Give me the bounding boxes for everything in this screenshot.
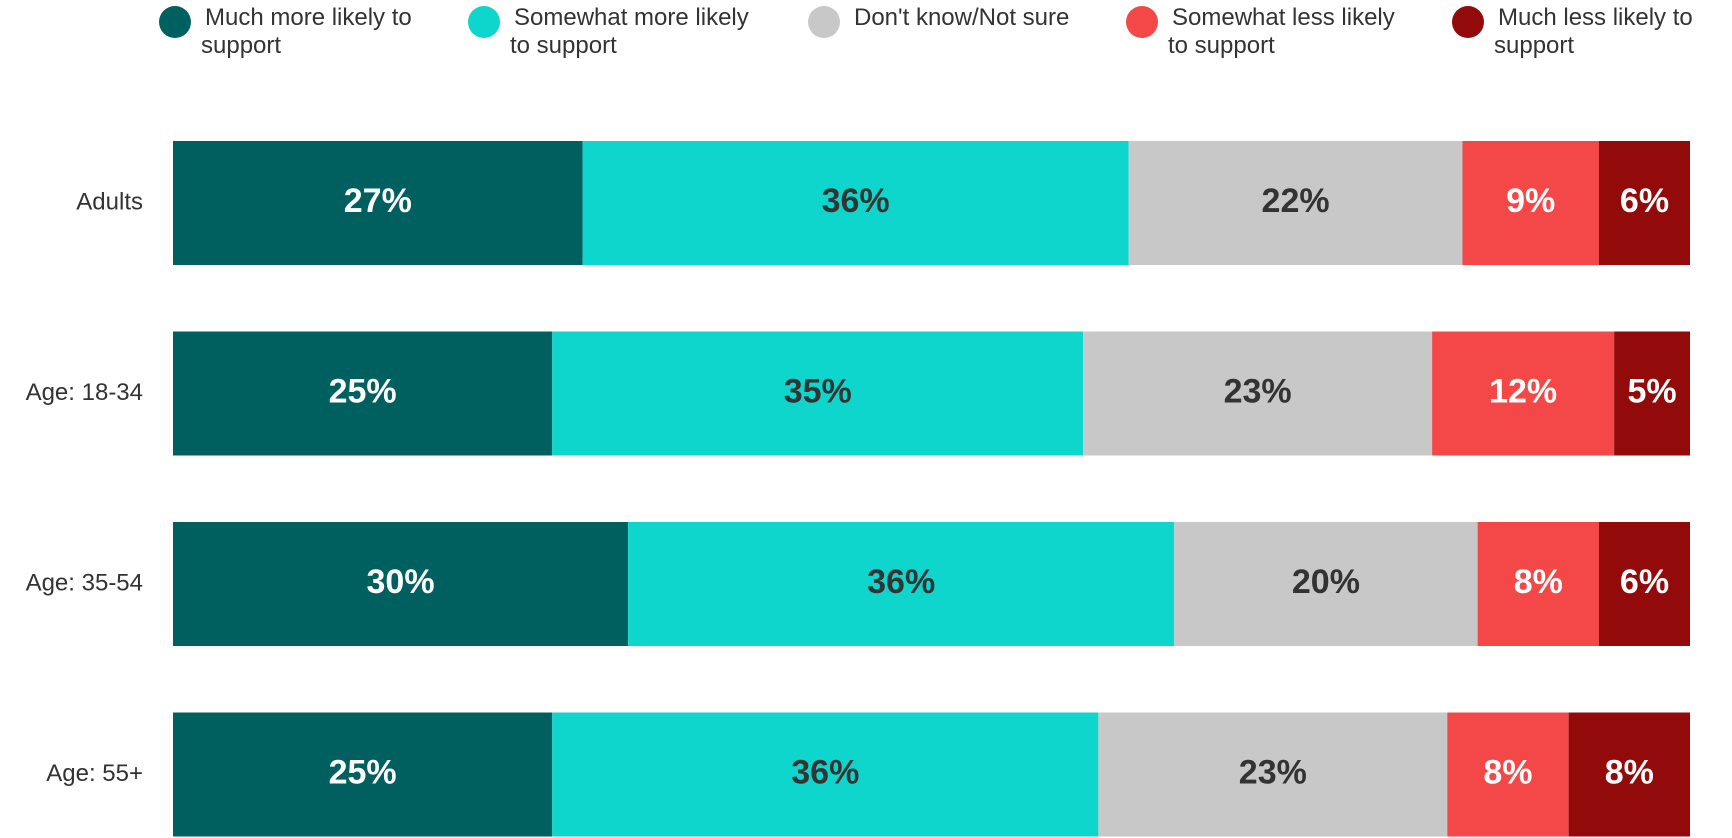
legend-label: Somewhat less likely to support (1168, 4, 1395, 59)
value-label: 22% (1262, 182, 1330, 220)
legend-label: Much more likely to support (201, 4, 412, 59)
bar-segment (582, 141, 1129, 265)
legend-swatch (808, 6, 840, 38)
value-label: 27% (344, 182, 412, 220)
bar-segment (1568, 712, 1690, 837)
value-label: 8% (1605, 753, 1654, 791)
legend-item: Somewhat more likely to support (468, 4, 772, 60)
bar-segment (173, 141, 583, 265)
bar-segment (1447, 712, 1569, 837)
value-label: 36% (867, 563, 935, 601)
legend-swatch (159, 6, 191, 38)
value-label: 8% (1483, 753, 1532, 791)
value-label: 6% (1620, 182, 1669, 220)
value-label: 25% (329, 372, 397, 410)
bar-segment (173, 712, 553, 837)
legend-item: Much more likely to support (159, 4, 437, 60)
value-label: 9% (1506, 182, 1555, 220)
legend-item: Somewhat less likely to support (1126, 4, 1418, 60)
value-label: 35% (784, 372, 852, 410)
value-label: 5% (1628, 372, 1677, 410)
bar-segment (173, 522, 629, 646)
bar-segment (1598, 141, 1690, 265)
value-label: 20% (1292, 563, 1360, 601)
value-label: 25% (329, 753, 397, 791)
bar-segment (1174, 522, 1478, 646)
y-tick-label: Age: 35-54 (26, 569, 143, 596)
y-tick-label: Age: 18-34 (26, 379, 143, 406)
bar-segment (552, 712, 1099, 837)
value-label: 8% (1514, 563, 1563, 601)
y-tick-label: Age: 55+ (46, 760, 143, 787)
legend-swatch (468, 6, 500, 38)
bar-segment (1432, 331, 1615, 456)
value-label: 36% (791, 753, 859, 791)
bar-segment (1128, 141, 1463, 265)
legend-label: Somewhat more likely to support (510, 4, 749, 59)
legend-item: Don't know/Not sure (808, 4, 1100, 38)
bar-segment (173, 331, 553, 456)
bar-segment (1598, 522, 1690, 646)
legend-item: Much less likely to support (1452, 4, 1724, 60)
bar-segment (1614, 331, 1690, 456)
value-label: 36% (822, 182, 890, 220)
value-label: 6% (1620, 563, 1669, 601)
bar-segment (1098, 712, 1448, 837)
legend-swatch (1126, 6, 1158, 38)
value-label: 30% (367, 563, 435, 601)
value-label: 12% (1489, 372, 1557, 410)
bar-segment (1477, 522, 1599, 646)
legend-label: Don't know/Not sure (854, 4, 1070, 31)
bar-segment (628, 522, 1175, 646)
y-tick-label: Adults (76, 188, 143, 215)
bar-segment (552, 331, 1084, 456)
legend-label: Much less likely to support (1494, 4, 1693, 59)
value-label: 23% (1224, 372, 1292, 410)
value-label: 23% (1239, 753, 1307, 791)
bar-segment (1083, 331, 1433, 456)
legend-swatch (1452, 6, 1484, 38)
bar-segment (1462, 141, 1599, 265)
